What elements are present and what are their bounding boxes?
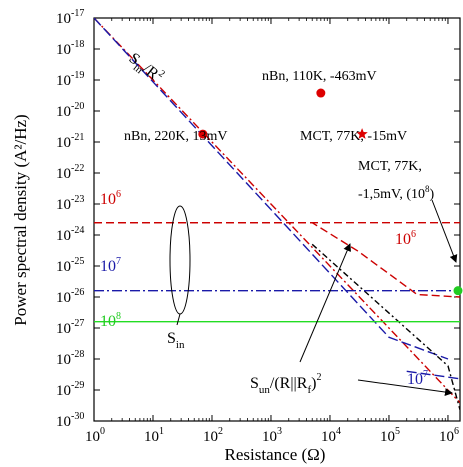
plot-frame [93, 17, 461, 422]
x-tick-label: 106 [439, 426, 459, 445]
y-tick-label: 10-26 [56, 287, 84, 306]
sun-rrf-label: Sun/(R||Rf)2 [250, 372, 321, 396]
data-point-star-2 [356, 128, 368, 139]
tick-layer: 100 101 102 103 104 105 106 10-17 10-18 10-19 10-2… [56, 8, 460, 445]
x-tick-label: 104 [321, 426, 341, 445]
rf-1e7-left-label: 107 [100, 256, 121, 275]
series-line-1 [94, 18, 449, 360]
label-mct-15mv-b-line1: MCT, 77K, [358, 159, 422, 174]
rf-1e6-right-label: 106 [395, 229, 416, 248]
data-point-3 [453, 286, 463, 296]
y-axis-title: Power spectral density (A²/Hz) [11, 114, 30, 325]
series-line-3 [406, 370, 460, 380]
x-tick-label: 101 [144, 426, 164, 445]
rf-1e6-left-label: 106 [100, 189, 121, 208]
rf-1e7-right-label: 107 [407, 369, 428, 388]
label-mct-15mv: MCT, 77K, -15mV [300, 129, 407, 144]
x-tick-label: 103 [262, 426, 282, 445]
y-tick-label: 10-23 [56, 194, 84, 213]
y-tick-label: 10-21 [56, 132, 84, 151]
x-tick-label: 105 [380, 426, 400, 445]
sun-arrow-1 [299, 243, 351, 363]
data-point-0 [198, 129, 208, 139]
y-tick-label: 10-22 [56, 163, 84, 182]
data-point-1 [316, 88, 326, 98]
label-mct-15mv-b-line2: -1,5mV, (108) [358, 184, 435, 202]
sin-r2-label: Sin/R2 [124, 48, 167, 88]
x-axis-title: Resistance (Ω) [225, 445, 326, 464]
y-tick-label: 10-20 [56, 101, 84, 120]
series-layer [94, 18, 460, 410]
y-tick-label: 10-28 [56, 349, 84, 368]
label-nbn-220k: nBn, 220K, 13mV [124, 129, 227, 144]
annotations: Sin/R2 106 107 108 106 107 Sin Sun/(R||R… [100, 48, 458, 397]
y-tick-label: 10-19 [56, 70, 84, 89]
x-tick-label: 100 [85, 426, 105, 445]
y-tick-label: 10-18 [56, 39, 84, 58]
y-tick-label: 10-25 [56, 256, 84, 275]
y-tick-label: 10-30 [56, 411, 84, 430]
y-tick-label: 10-24 [56, 225, 84, 244]
label-nbn-110k: nBn, 110K, -463mV [262, 69, 377, 84]
rf-1e8-label: 108 [100, 311, 121, 330]
series-line-2 [311, 243, 460, 410]
s-in-label: Sin [167, 330, 185, 351]
mct-arrow [431, 199, 458, 263]
y-tick-label: 10-27 [56, 318, 84, 337]
points-layer [198, 88, 463, 296]
sin-connector [176, 313, 181, 326]
sun-arrow-2 [357, 379, 453, 397]
x-tick-label: 102 [203, 426, 223, 445]
y-tick-label: 10-17 [56, 8, 84, 27]
y-tick-label: 10-29 [56, 380, 84, 399]
